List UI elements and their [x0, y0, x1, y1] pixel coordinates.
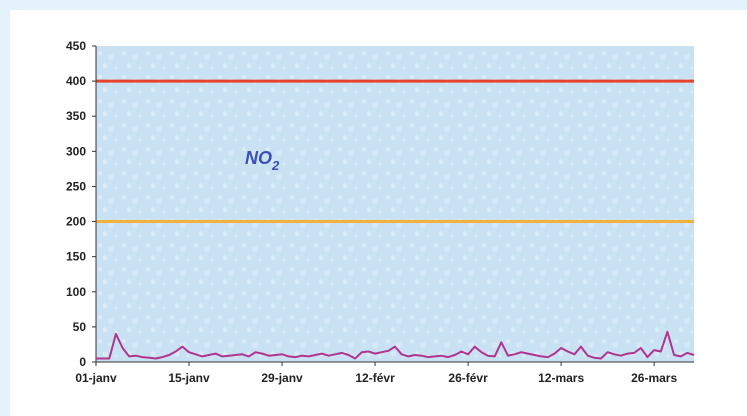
- x-tick-label: 12-mars: [538, 371, 584, 385]
- y-tick-label: 400: [66, 74, 86, 88]
- no2-annotation-base: NO: [245, 148, 272, 168]
- top-border-band: [0, 0, 747, 10]
- y-tick-label: 50: [73, 320, 87, 334]
- y-tick-label: 0: [79, 355, 86, 369]
- x-tick-label: 26-févr: [448, 371, 488, 385]
- y-tick-label: 150: [66, 250, 86, 264]
- y-tick-label: 200: [66, 215, 86, 229]
- x-tick-label: 01-janv: [75, 371, 117, 385]
- y-tick-label: 450: [66, 39, 86, 53]
- y-tick-label: 100: [66, 285, 86, 299]
- x-tick-label: 26-mars: [631, 371, 677, 385]
- series-layer: [96, 330, 695, 360]
- no2-series-line: [96, 330, 695, 360]
- x-tick-label: 29-janv: [261, 371, 303, 385]
- x-tick-label: 12-févr: [355, 371, 395, 385]
- x-tick-label: 15-janv: [168, 371, 210, 385]
- y-tick-label: 250: [66, 179, 86, 193]
- y-tick-label: 350: [66, 109, 86, 123]
- plot-area: [96, 46, 694, 362]
- plot-texture: [96, 46, 694, 362]
- no2-annotation-subscript: 2: [271, 158, 280, 173]
- axes: 0 50 100 150 200 250 300 350 400 450 01-janv 15-jan…: [66, 39, 694, 385]
- no2-annotation: NO2: [245, 148, 280, 173]
- left-border-band: [0, 0, 10, 416]
- y-tick-label: 300: [66, 144, 86, 158]
